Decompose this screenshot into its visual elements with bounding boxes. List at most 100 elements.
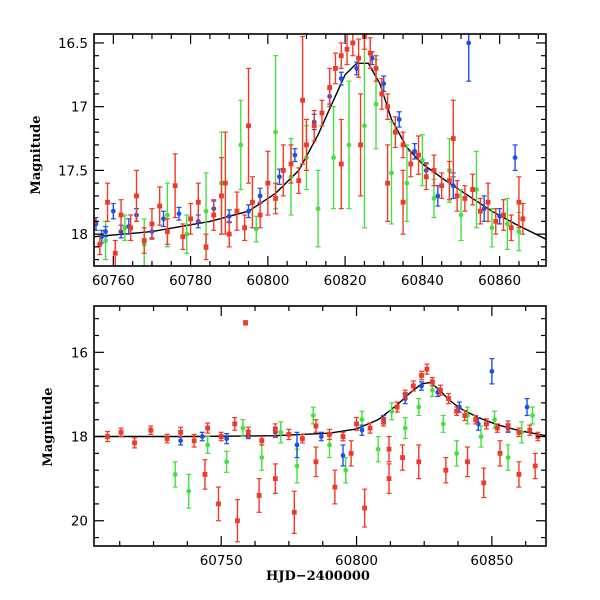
blue-point (224, 436, 230, 442)
blue-point (512, 155, 518, 161)
red-point (149, 221, 155, 227)
green-point (373, 101, 379, 107)
blue-point (338, 76, 344, 82)
blue-point (340, 453, 346, 458)
y-tick-label: 18 (71, 430, 88, 446)
red-point (454, 408, 460, 414)
blue-point (456, 404, 462, 410)
blue-point (257, 193, 263, 199)
red-point (333, 66, 338, 71)
green-point (253, 226, 259, 232)
green-point (343, 467, 349, 473)
y-tick-label: 16 (71, 345, 88, 361)
green-point (205, 442, 211, 448)
blue-point (419, 383, 424, 389)
x-tick-label: 60800 (335, 553, 378, 569)
red-point (242, 225, 248, 231)
blue-point (497, 213, 503, 219)
blue-point (178, 438, 184, 444)
red-point (164, 436, 170, 442)
green-point (165, 212, 170, 218)
green-point (359, 417, 365, 423)
red-point (311, 123, 317, 129)
red-point (446, 396, 451, 402)
red-point (300, 97, 306, 103)
red-point (273, 196, 278, 201)
blue-point (412, 148, 418, 154)
red-point (419, 373, 424, 378)
red-point (408, 161, 414, 167)
red-point (332, 484, 338, 490)
y-tick-label: 20 (71, 514, 88, 530)
red-point (429, 379, 435, 385)
red-point (265, 180, 271, 186)
red-point (362, 505, 368, 511)
green-point (103, 238, 108, 243)
red-point (300, 436, 305, 442)
blue-point (292, 152, 298, 158)
bottom-xlabel: HJD−2400000 (266, 569, 370, 584)
bottom-panel: Magnitude HJD−2400000 60750 60800 60850 16 1… (41, 305, 547, 584)
red-point (118, 212, 124, 218)
green-point (389, 170, 394, 176)
green-point (294, 463, 300, 469)
green-point (504, 221, 510, 227)
blue-point (277, 174, 282, 180)
red-point (454, 193, 460, 199)
red-point (180, 234, 186, 240)
green-series (172, 383, 535, 509)
red-point (232, 421, 238, 427)
green-point (278, 429, 284, 435)
red-point (431, 167, 437, 173)
red-point (416, 152, 421, 158)
red-point (527, 427, 533, 433)
green-point (224, 459, 230, 465)
green-point (240, 425, 246, 431)
red-point (450, 136, 456, 141)
red-point (97, 241, 103, 247)
green-point (478, 434, 484, 439)
green-point (186, 488, 192, 494)
red-point (286, 432, 292, 437)
red-point (402, 392, 408, 397)
red-point (202, 472, 208, 477)
green-point (402, 425, 408, 431)
red-point (367, 425, 373, 431)
red-point (473, 417, 479, 423)
red-series (105, 320, 541, 543)
red-point (356, 55, 362, 61)
green-point (375, 446, 381, 452)
bottom-ylabel: Magnitude (41, 387, 56, 466)
red-point (381, 419, 387, 425)
green-point (530, 413, 535, 418)
red-point (400, 142, 406, 148)
red-point (291, 509, 297, 515)
red-point (385, 180, 391, 186)
red-point (219, 193, 224, 199)
green-point (273, 129, 278, 135)
red-point (358, 142, 363, 148)
x-tick-label: 60750 (200, 553, 243, 569)
red-point (516, 199, 522, 205)
red-point (520, 216, 526, 222)
red-point (216, 501, 221, 507)
blue-point (481, 206, 487, 212)
red-point (257, 212, 263, 218)
red-point (128, 225, 134, 231)
blue-point (99, 234, 105, 240)
green-point (429, 387, 435, 393)
y-tick-label: 17.5 (58, 163, 88, 179)
green-point (489, 225, 495, 231)
red-point (243, 320, 248, 326)
red-point (465, 459, 470, 465)
blue-point (103, 229, 108, 234)
blue-point (369, 55, 375, 61)
red-point (304, 142, 309, 148)
red-point (386, 446, 392, 452)
x-tick-label: 60780 (169, 273, 212, 289)
red-point (400, 199, 406, 205)
red-point (105, 434, 110, 439)
green-point (505, 455, 511, 460)
red-point (105, 199, 110, 205)
top-ylabel: Magnitude (29, 115, 44, 194)
